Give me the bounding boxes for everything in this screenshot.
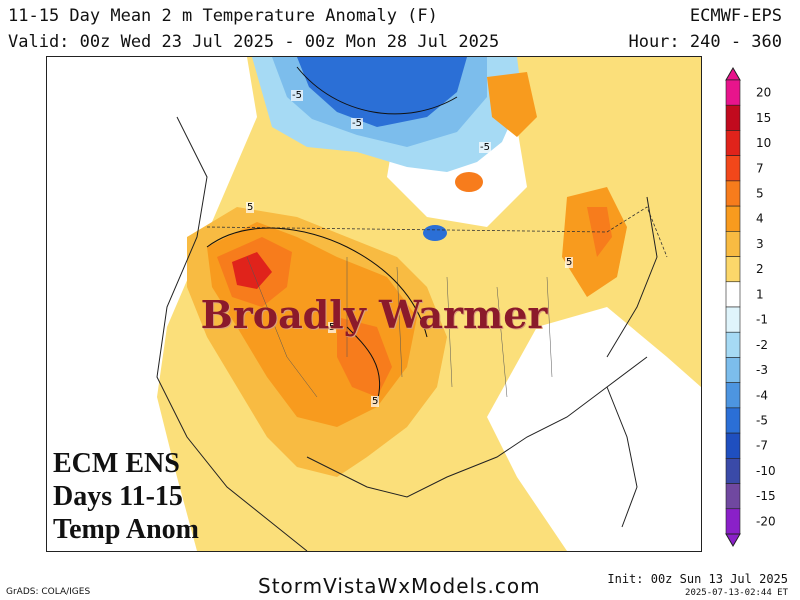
- east-coast-outline: [606, 196, 658, 358]
- forecast-hours: Hour: 240 - 360: [628, 32, 782, 52]
- contour-plus5-plains: [346, 326, 381, 403]
- contour-label: 5: [328, 322, 337, 333]
- colorbar-label: -1: [756, 313, 768, 327]
- colorbar-top-arrow: [725, 67, 741, 81]
- colorbar-label: 5: [756, 187, 764, 201]
- warm-5-plains: [337, 317, 392, 397]
- colorbar-swatch: [725, 306, 741, 333]
- colorbar-label: 10: [756, 136, 771, 150]
- warm-7-core: [232, 252, 272, 289]
- colorbar-label: -5: [756, 414, 768, 428]
- colorbar-swatch: [725, 331, 741, 358]
- generated-timestamp: 2025-07-13-02:44 ET: [685, 588, 788, 598]
- colorbar-swatch: [725, 281, 741, 308]
- colorbar-label: 3: [756, 237, 764, 251]
- headline-overlay: Broadly Warmer: [200, 292, 548, 337]
- colorbar-label: -4: [756, 388, 768, 402]
- map-title: 11-15 Day Mean 2 m Temperature Anomaly (…: [8, 6, 438, 26]
- colorbar-swatch: [725, 79, 741, 106]
- colorbar-swatch: [725, 483, 741, 510]
- init-time: Init: 00z Sun 13 Jul 2025: [607, 572, 788, 586]
- warm-hudson: [455, 172, 483, 192]
- colorbar-label: -2: [756, 338, 768, 352]
- contour-minus5: [296, 66, 458, 115]
- colorbar-swatch: [725, 458, 741, 484]
- contour-label: 5: [246, 202, 255, 213]
- map-canvas: [47, 57, 701, 551]
- colorbar-swatch: [725, 256, 741, 283]
- contour-label: -5: [351, 118, 363, 129]
- colorbar-label: 1: [756, 287, 764, 301]
- colorbar-label: 2: [756, 262, 764, 276]
- valid-period: Valid: 00z Wed 23 Jul 2025 - 00z Mon 28 …: [8, 32, 500, 52]
- contour-plus5: [206, 227, 428, 338]
- model-name: ECMWF-EPS: [689, 6, 782, 26]
- contour-label: -5: [479, 142, 491, 153]
- colorbar-label: 4: [756, 212, 764, 226]
- colorbar-bottom-arrow: [725, 533, 741, 547]
- canada-border: [206, 206, 668, 258]
- colorbar-swatch: [725, 155, 741, 182]
- contour-label: 5: [371, 396, 380, 407]
- colorbar-label: -15: [756, 489, 776, 503]
- colorbar-label: 7: [756, 161, 764, 175]
- colorbar-swatch: [725, 508, 741, 535]
- colorbar-swatch: [725, 231, 741, 257]
- florida-outline: [606, 386, 638, 528]
- inset-line-model: ECM ENS: [53, 448, 180, 479]
- near-normal-west: [47, 57, 257, 551]
- colorbar-swatch: [725, 130, 741, 156]
- colorbar-label: -10: [756, 464, 776, 478]
- warm-quebec: [487, 72, 537, 137]
- gulf-coast-outline: [306, 356, 648, 498]
- colorbar-swatch: [725, 104, 741, 131]
- colorbar-label: -20: [756, 514, 776, 528]
- near-normal-east: [487, 307, 701, 551]
- colorbar-label: 15: [756, 111, 771, 125]
- colorbar-label: 20: [756, 86, 771, 100]
- colorbar-label: -7: [756, 439, 768, 453]
- colorbar-swatch: [725, 407, 741, 434]
- cold-core: [297, 57, 467, 127]
- inset-line-field: Temp Anom: [53, 514, 200, 545]
- inset-line-days: Days 11-15: [53, 481, 183, 512]
- colorbar-swatch: [725, 205, 741, 232]
- contour-label: -5: [291, 90, 303, 101]
- colorbar: 20 15 10 7 5 4 3 2 1 -1 -2 -3 -4 -5 -7 -10 -15 -20: [725, 67, 776, 547]
- credit-text: GrADS: COLA/IGES: [6, 587, 91, 597]
- colorbar-label: -3: [756, 363, 768, 377]
- anomaly-map: -5 -5 -5 5 5 5 5 Broadly Warmer ECM ENS …: [46, 56, 702, 552]
- cold-great-lakes: [423, 225, 447, 241]
- colorbar-swatch: [725, 357, 741, 383]
- colorbar-swatch: [725, 382, 741, 409]
- contour-label: 5: [565, 257, 574, 268]
- site-name: StormVistaWxModels.com: [258, 574, 541, 598]
- colorbar-swatch: [725, 180, 741, 207]
- colorbar-swatch: [725, 432, 741, 459]
- state-lines: [246, 256, 553, 398]
- west-coast-outline: [156, 116, 308, 551]
